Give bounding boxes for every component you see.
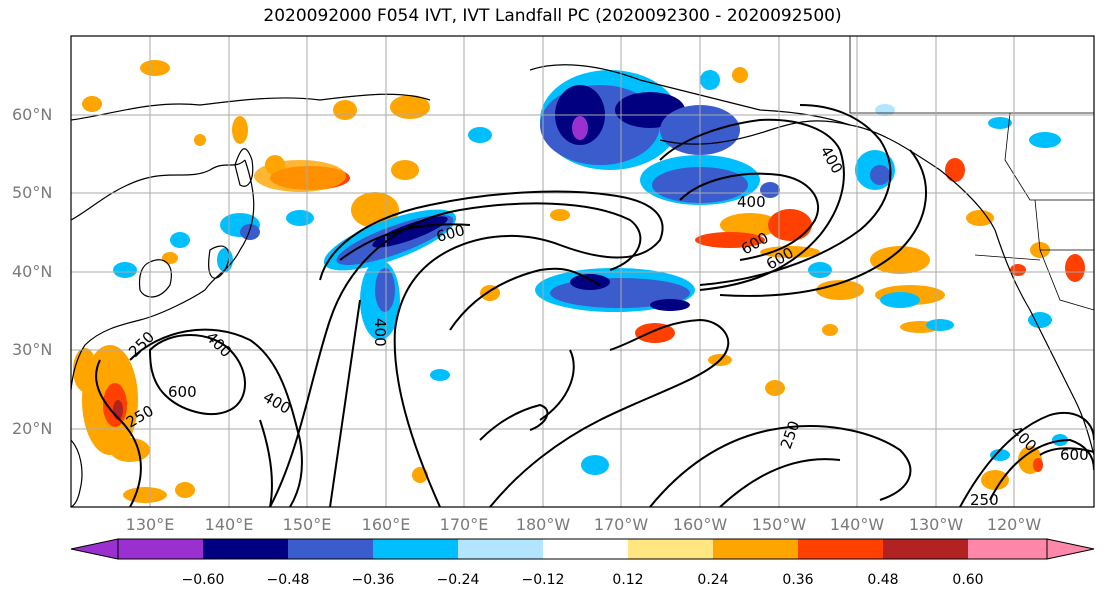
graticule xyxy=(71,36,1094,507)
colorbar-segment xyxy=(883,539,968,559)
colorbar-tick-label: −0.60 xyxy=(181,572,225,588)
colorbar-outline xyxy=(117,538,1048,560)
contour-label: 250 xyxy=(125,328,158,361)
lon-label: 130°E xyxy=(125,515,175,534)
lon-label: 180°W xyxy=(515,515,571,534)
contour-label: 400 xyxy=(817,143,847,177)
colorbar-min-extension xyxy=(70,538,119,560)
lon-label: 160°W xyxy=(672,515,728,534)
map-frame xyxy=(70,35,1095,508)
lon-label: 120°W xyxy=(986,515,1042,534)
colorbar-tick-label: −0.12 xyxy=(521,572,565,588)
colorbar-segment xyxy=(458,539,543,559)
lon-label: 150°W xyxy=(751,515,807,534)
colorbar-tick-label: 0.36 xyxy=(782,572,814,588)
colorbar-segment xyxy=(543,539,628,559)
colorbar-segment xyxy=(798,539,883,559)
colorbar-tick-label: 0.60 xyxy=(952,572,984,588)
colorbar-segment xyxy=(373,539,458,559)
map-plot-area: 600 400 400 600 600 400 250 400 600 250 … xyxy=(71,36,1094,509)
lat-label: 50°N xyxy=(12,183,53,202)
lat-label: 30°N xyxy=(12,340,53,359)
colorbar-tick-label: 0.12 xyxy=(612,572,644,588)
contour-label: 400 xyxy=(737,193,766,211)
lon-label: 170°W xyxy=(593,515,649,534)
colorbar-tick-label: −0.24 xyxy=(436,572,480,588)
lat-label: 60°N xyxy=(12,105,53,124)
lon-label: 160°E xyxy=(361,515,411,534)
contour-label: 250 xyxy=(777,418,804,451)
contour-label: 600 xyxy=(168,383,197,401)
colorbar-max-extension xyxy=(1046,538,1095,560)
colorbar xyxy=(70,538,1095,560)
negative-anomaly-fill xyxy=(113,70,1068,475)
colorbar-segment xyxy=(118,539,203,559)
colorbar-tick-label: −0.48 xyxy=(266,572,310,588)
map-title: 2020092000 F054 IVT, IVT Landfall PC (20… xyxy=(263,6,842,26)
colorbar-tick-label: −0.36 xyxy=(351,572,395,588)
lon-label: 150°E xyxy=(282,515,332,534)
lon-label: 140°W xyxy=(829,515,885,534)
colorbar-tick-label: 0.48 xyxy=(867,572,899,588)
colorbar-segment xyxy=(628,539,713,559)
contour-label: 400 xyxy=(371,318,389,347)
colorbar-segment xyxy=(968,539,1047,559)
lon-label: 170°E xyxy=(439,515,489,534)
political-boundaries xyxy=(849,36,1094,311)
contour-label: 600 xyxy=(1060,446,1089,464)
colorbar-segment xyxy=(288,539,373,559)
lon-label: 140°E xyxy=(204,515,254,534)
lat-label: 40°N xyxy=(12,262,53,281)
ivt-contours xyxy=(95,104,1094,507)
contour-label: 400 xyxy=(260,388,294,418)
lon-label: 130°W xyxy=(908,515,964,534)
lat-label: 20°N xyxy=(12,419,53,438)
colorbar-segment xyxy=(713,539,798,559)
colorbar-segment xyxy=(203,539,288,559)
contour-label: 250 xyxy=(970,491,999,509)
colorbar-tick-label: 0.24 xyxy=(697,572,729,588)
